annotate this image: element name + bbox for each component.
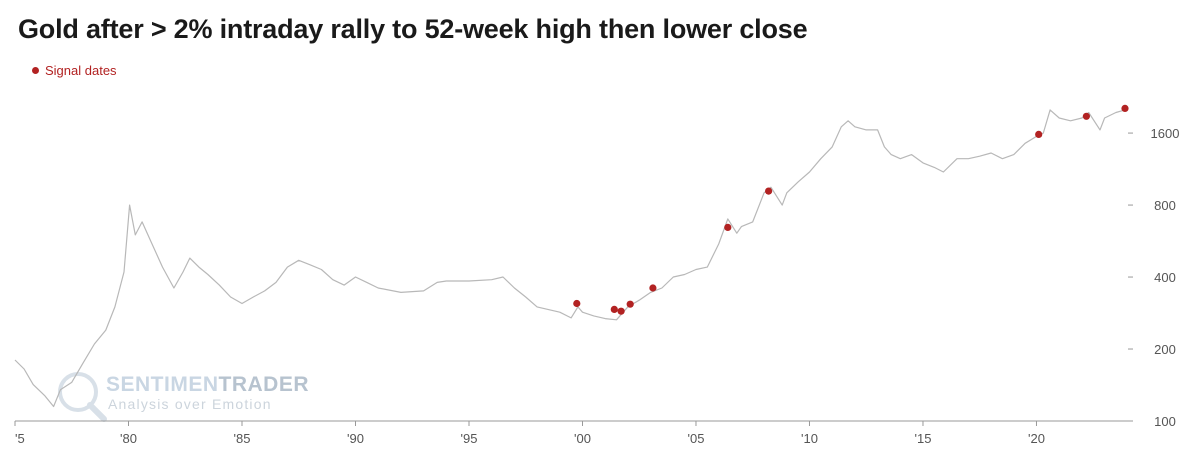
signal-point (626, 300, 634, 308)
signal-point (1082, 112, 1090, 120)
y-tick-label: 800 (1154, 198, 1176, 213)
chart-title: Gold after > 2% intraday rally to 52-wee… (18, 14, 808, 44)
watermark-brand: SENTIMENTRADER (106, 373, 309, 396)
signal-layer (573, 104, 1129, 315)
watermark-brand-light: SENTIMEN (106, 373, 219, 396)
watermark-brand-dark: TRADER (219, 373, 310, 396)
legend-marker (32, 67, 39, 74)
y-tick-label: 100 (1154, 414, 1176, 429)
x-tick-label: '15 (914, 431, 931, 446)
signal-point (617, 307, 625, 315)
y-axis: 100 200 400 800 1600 (1128, 126, 1179, 429)
x-tick-label: '95 (461, 431, 478, 446)
x-tick-label: '20 (1028, 431, 1045, 446)
legend: Signal dates (32, 63, 117, 78)
x-tick-label: '10 (801, 431, 818, 446)
x-tick-label: '85 (234, 431, 251, 446)
x-tick-label: '00 (574, 431, 591, 446)
watermark: SENTIMENTRADER Analysis over Emotion (58, 372, 309, 422)
x-tick-label: '80 (120, 431, 137, 446)
signal-point (610, 305, 618, 313)
x-tick-label: '05 (688, 431, 705, 446)
signal-point (724, 223, 732, 231)
legend-label: Signal dates (45, 63, 117, 78)
x-tick-label: '5 (15, 431, 25, 446)
x-axis: '5 '80 '85 '90 '95 '00 '05 '10 '15 '20 (14, 421, 1045, 446)
price-line (14, 109, 1126, 408)
y-tick-label: 1600 (1151, 126, 1180, 141)
signal-point (765, 187, 773, 195)
y-tick-label: 400 (1154, 270, 1176, 285)
signal-point (1121, 104, 1129, 112)
watermark-magnifier-handle (87, 402, 107, 422)
signal-point (649, 284, 657, 292)
x-tick-label: '90 (347, 431, 364, 446)
watermark-tagline: Analysis over Emotion (108, 396, 272, 412)
y-tick-label: 200 (1154, 342, 1176, 357)
signal-point (1035, 130, 1043, 138)
series-layer (14, 109, 1126, 408)
signal-point (573, 299, 581, 308)
